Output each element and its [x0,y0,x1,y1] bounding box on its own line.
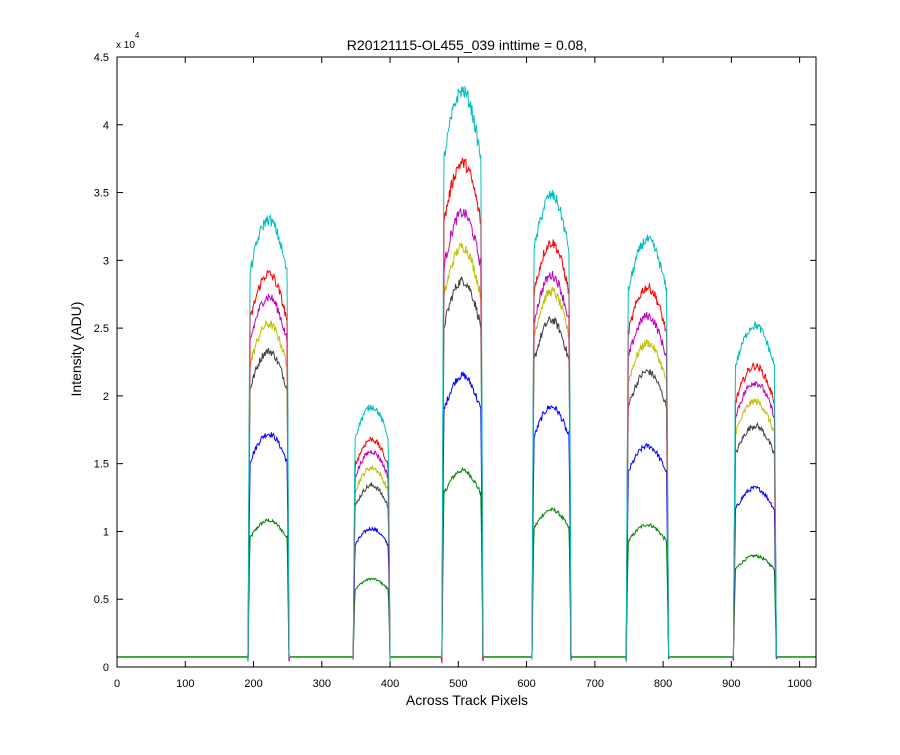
plot-frame [116,56,817,668]
y-axis-multiplier-exponent: 4 [135,31,140,40]
series-line-7 [117,85,816,662]
y-axis-label: Intensity (ADU) [68,302,84,397]
x-tick-label-800: 800 [654,678,672,690]
y-tick-label-0: 0 [103,662,109,674]
axes-layer: 0 100 200 300 400 500 600 700 800 900 1000 0 0.5 1 1.5… [94,52,817,690]
chart-title: R20121115-OL455_039 inttime = 0.08, [347,37,587,53]
y-tick-label-8: 4 [103,120,109,132]
series-line-2 [117,370,816,661]
x-tick-label-500: 500 [449,678,467,690]
x-tick-label-200: 200 [244,678,262,690]
x-tick-label-600: 600 [517,678,535,690]
series-line-5 [117,208,816,662]
y-tick-label-5: 2.5 [94,323,109,335]
x-tick-label-900: 900 [722,678,740,690]
y-axis-multiplier: x 104 [116,31,140,51]
series-line-1 [117,466,816,660]
y-tick-label-1: 0.5 [94,594,109,606]
y-tick-label-2: 1 [103,526,109,538]
y-axis-multiplier-base: x 10 [116,40,135,51]
series-line-4 [117,242,816,660]
x-tick-label-300: 300 [313,678,331,690]
series-line-6 [117,157,816,664]
x-tick-label-400: 400 [381,678,399,690]
x-axis-label: Across Track Pixels [406,692,528,708]
y-tick-label-4: 2 [103,391,109,403]
y-tick-label-6: 3 [103,255,109,267]
x-tick-label-100: 100 [176,678,194,690]
y-tick-label-3: 1.5 [94,459,109,471]
x-tick-label-1000: 1000 [787,678,811,690]
series-layer [117,85,816,664]
series-line-3 [117,276,816,662]
x-tick-label-700: 700 [586,678,604,690]
y-tick-label-9: 4.5 [94,52,109,64]
x-tick-label-0: 0 [114,678,120,690]
y-tick-label-7: 3.5 [94,188,109,200]
